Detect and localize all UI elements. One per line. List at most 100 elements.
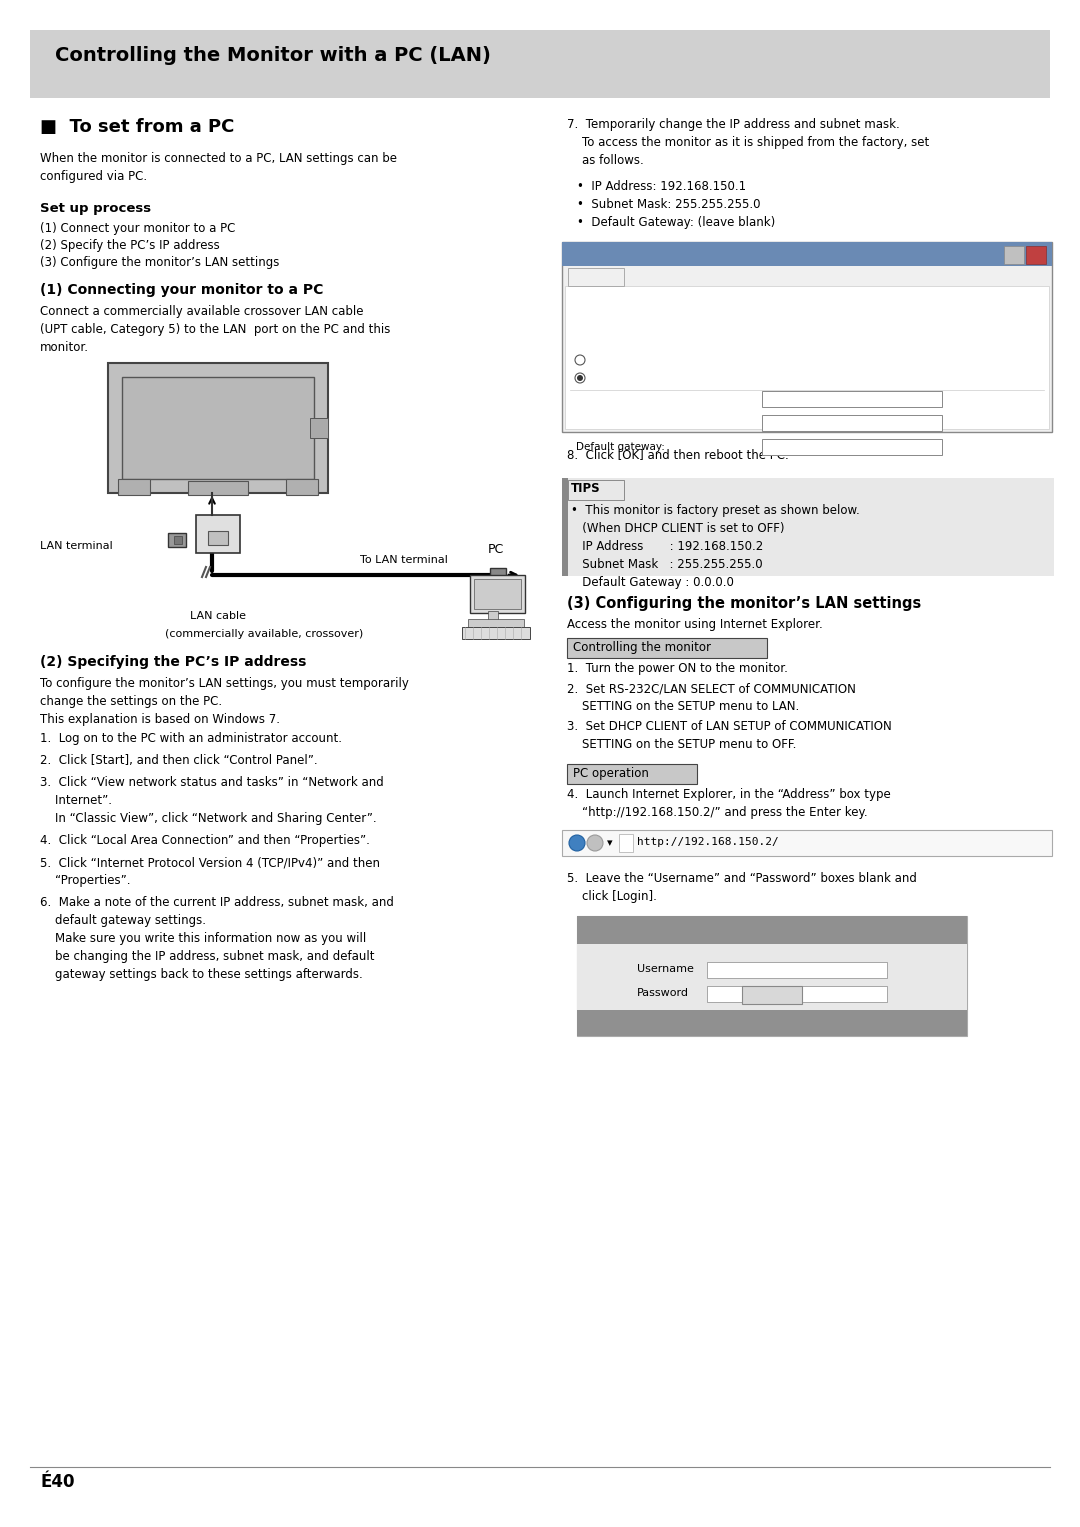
Text: Default gateway:: Default gateway: [576, 441, 665, 452]
Text: (1) Connecting your monitor to a PC: (1) Connecting your monitor to a PC [40, 282, 323, 296]
Text: 5.  Leave the “Username” and “Password” boxes blank and
    click [Login].: 5. Leave the “Username” and “Password” b… [567, 872, 917, 902]
Bar [568, 269, 624, 286]
Text: É40: É40 [40, 1474, 75, 1490]
Text: Password: Password [637, 988, 689, 999]
Text: (2) Specifying the PC’s IP address: (2) Specifying the PC’s IP address [40, 655, 307, 669]
Text: (3) Configure the monitor’s LAN settings: (3) Configure the monitor’s LAN settings [40, 257, 280, 269]
Text: •  IP Address: 192.168.150.1: • IP Address: 192.168.150.1 [577, 180, 746, 192]
Text: 192 . 168 . 150 . 1: 192 . 168 . 150 . 1 [768, 394, 864, 405]
Text: PC: PC [488, 544, 504, 556]
Text: IP address:: IP address: [576, 394, 633, 405]
Text: Use the following IP address:: Use the following IP address: [590, 373, 741, 382]
Text: <: < [573, 838, 583, 849]
Bar [567, 638, 767, 658]
Text: 7.  Temporarily change the IP address and subnet mask.
    To access the monitor: 7. Temporarily change the IP address and… [567, 118, 929, 166]
Text: To configure the monitor’s LAN settings, you must temporarily
change the setting: To configure the monitor’s LAN settings,… [40, 676, 409, 725]
Text: Obtain an IP address automatically: Obtain an IP address automatically [590, 354, 773, 363]
Text: Internet Protocol Version 4 (TCP/IPv4) Properties: Internet Protocol Version 4 (TCP/IPv4) P… [568, 247, 804, 257]
Bar [174, 536, 183, 544]
Text: ?: ? [1010, 247, 1014, 257]
Text: To LAN terminal: To LAN terminal [360, 554, 448, 565]
Text: Subnet mask:: Subnet mask: [576, 418, 648, 428]
Text: Username: Username [637, 964, 693, 974]
Bar [310, 418, 328, 438]
Text: Access the monitor using Internet Explorer.: Access the monitor using Internet Explor… [567, 618, 823, 631]
Text: PC operation: PC operation [573, 767, 649, 780]
Text: x: x [1034, 247, 1039, 257]
Text: http://192.168.150.2/: http://192.168.150.2/ [637, 837, 779, 847]
Text: Login: Login [757, 989, 787, 1000]
Bar [490, 568, 507, 582]
Bar [168, 533, 186, 547]
Text: You can get IP settings assigned automatically if your network supports
this cap: You can get IP settings assigned automat… [572, 299, 922, 337]
Bar [188, 481, 248, 495]
Text: LAN cable: LAN cable [190, 611, 246, 621]
Text: 4.  Click “Local Area Connection” and then “Properties”.: 4. Click “Local Area Connection” and the… [40, 834, 369, 847]
Text: Connect a commercially available crossover LAN cable
(UPT cable, Category 5) to : Connect a commercially available crossov… [40, 305, 390, 354]
Circle shape [577, 376, 583, 382]
Text: 6.  Make a note of the current IP address, subnet mask, and
    default gateway : 6. Make a note of the current IP address… [40, 896, 394, 980]
Text: (3) Configuring the monitor’s LAN settings: (3) Configuring the monitor’s LAN settin… [567, 596, 921, 611]
Text: •  This monitor is factory preset as shown below.
   (When DHCP CLIENT is set to: • This monitor is factory preset as show… [571, 504, 860, 589]
Text: TIPS: TIPS [571, 483, 600, 495]
Bar [286, 479, 318, 495]
Bar [118, 479, 150, 495]
Bar [762, 438, 942, 455]
Text: (commercially available, crossover): (commercially available, crossover) [165, 629, 363, 638]
Bar [707, 986, 887, 1002]
Bar [762, 415, 942, 431]
Text: Login: Login [585, 922, 617, 935]
Text: 3.  Click “View network status and tasks” in “Network and
    Internet”.
    In : 3. Click “View network status and tasks”… [40, 776, 383, 825]
Bar [577, 916, 967, 1035]
Bar [1026, 246, 1047, 264]
Circle shape [569, 835, 585, 851]
Text: 1.  Turn the power ON to the monitor.: 1. Turn the power ON to the monitor. [567, 663, 788, 675]
Circle shape [588, 835, 603, 851]
Text: (1) Connect your monitor to a PC: (1) Connect your monitor to a PC [40, 221, 235, 235]
Text: 5.  Click “Internet Protocol Version 4 (TCP/IPv4)” and then
    “Properties”.: 5. Click “Internet Protocol Version 4 (T… [40, 857, 380, 887]
Text: 3.  Set DHCP CLIENT of LAN SETUP of COMMUNICATION
    SETTING on the SETUP menu : 3. Set DHCP CLIENT of LAN SETUP of COMMU… [567, 721, 892, 751]
Text: 📄: 📄 [620, 835, 626, 846]
Bar [488, 611, 498, 621]
Bar [619, 834, 633, 852]
Circle shape [575, 354, 585, 365]
Bar [577, 916, 967, 944]
Text: 1.  Log on to the PC with an administrator account.: 1. Log on to the PC with an administrato… [40, 731, 342, 745]
Bar [565, 286, 1049, 429]
Text: 255 . 255 . 255 . 0: 255 . 255 . 255 . 0 [768, 418, 864, 428]
Circle shape [575, 373, 585, 383]
Bar [30, 31, 1050, 98]
Bar [577, 944, 967, 1009]
Text: General: General [572, 269, 613, 279]
Bar [468, 618, 524, 629]
Text: •  Default Gateway: (leave blank): • Default Gateway: (leave blank) [577, 215, 775, 229]
Bar [562, 831, 1052, 857]
Text: Controlling the monitor: Controlling the monitor [573, 641, 711, 654]
Text: Controlling the Monitor with a PC (LAN): Controlling the Monitor with a PC (LAN) [55, 46, 491, 66]
Bar [707, 962, 887, 977]
Bar [562, 478, 568, 576]
Bar [568, 479, 624, 499]
Text: Set up process: Set up process [40, 202, 151, 215]
Text: LAN terminal: LAN terminal [40, 541, 112, 551]
Bar [562, 241, 1052, 266]
Text: 4.  Launch Internet Explorer, in the “Address” box type
    “http://192.168.150.: 4. Launch Internet Explorer, in the “Add… [567, 788, 891, 818]
Bar [567, 764, 697, 783]
Bar [1004, 246, 1024, 264]
Bar [474, 579, 521, 609]
Text: ▾: ▾ [607, 838, 612, 847]
Text: When the monitor is connected to a PC, LAN settings can be
configured via PC.: When the monitor is connected to a PC, L… [40, 153, 397, 183]
Bar [108, 363, 328, 493]
Text: 2.  Click [Start], and then click “Control Panel”.: 2. Click [Start], and then click “Contro… [40, 754, 318, 767]
Text: 8.  Click [OK] and then reboot the PC.: 8. Click [OK] and then reboot the PC. [567, 447, 788, 461]
Bar [562, 478, 1054, 576]
Bar [462, 628, 530, 638]
Bar [577, 1009, 967, 1035]
Bar [208, 531, 228, 545]
Text: •  Subnet Mask: 255.255.255.0: • Subnet Mask: 255.255.255.0 [577, 199, 760, 211]
Bar [470, 576, 525, 612]
Bar [762, 391, 942, 408]
Text: (2) Specify the PC’s IP address: (2) Specify the PC’s IP address [40, 240, 219, 252]
Bar [562, 241, 1052, 432]
Text: 2.  Set RS-232C/LAN SELECT of COMMUNICATION
    SETTING on the SETUP menu to LAN: 2. Set RS-232C/LAN SELECT of COMMUNICATI… [567, 683, 855, 713]
